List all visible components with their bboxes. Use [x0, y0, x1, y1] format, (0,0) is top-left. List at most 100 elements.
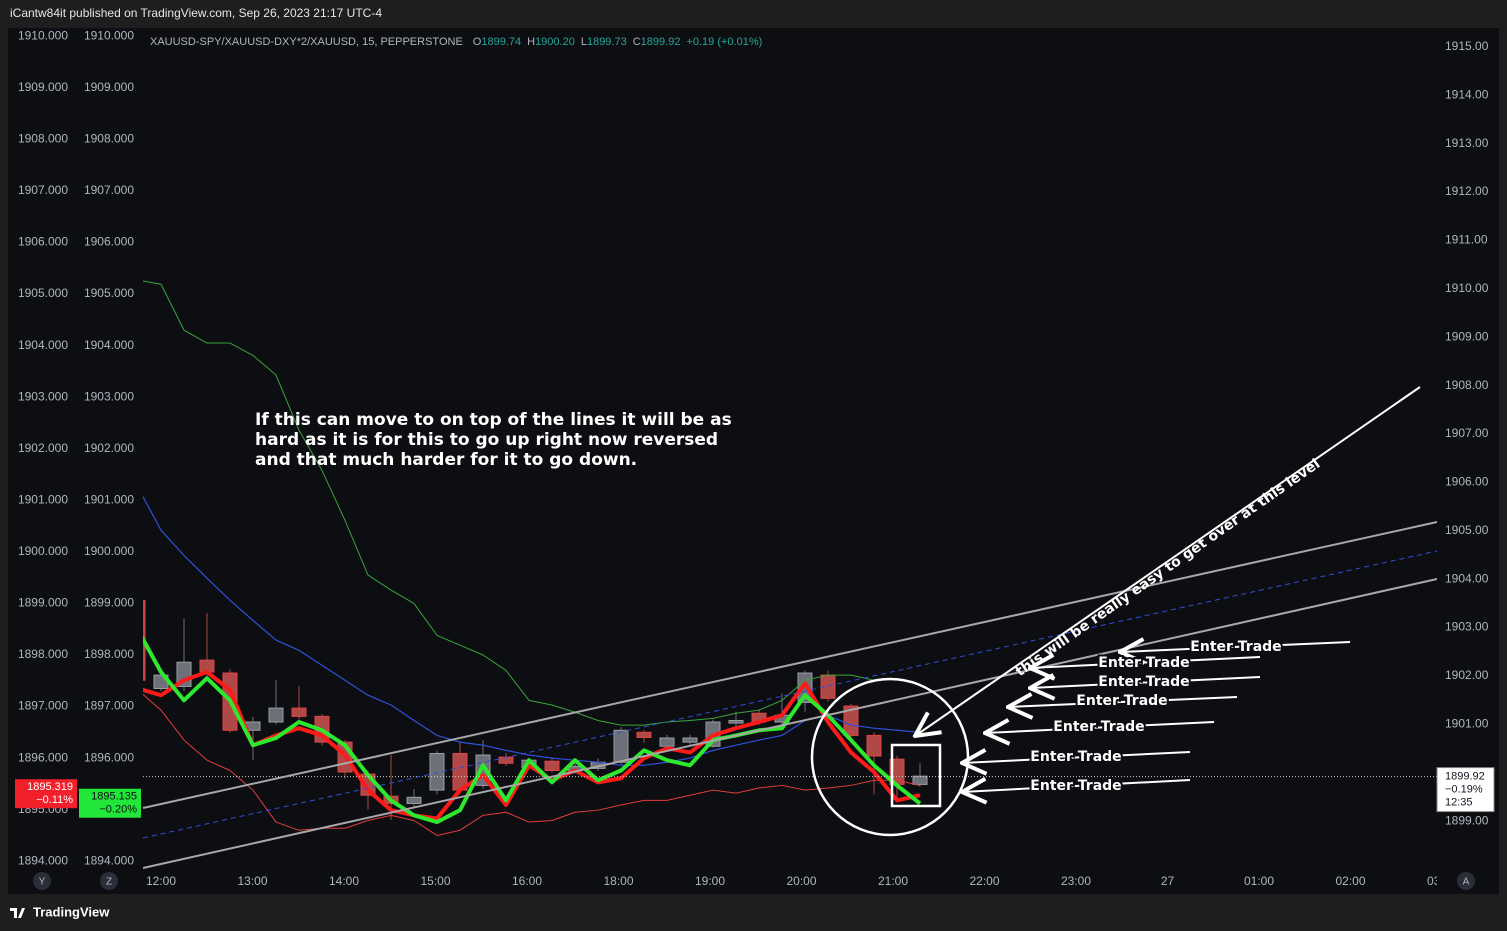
y-tick-label: 1897.000	[18, 699, 68, 713]
x-tick-label: 16:00	[512, 874, 542, 888]
scale-button-label[interactable]: A	[1463, 877, 1470, 888]
symbol-part: L	[581, 36, 587, 48]
x-tick-label: 12:00	[146, 874, 176, 888]
enter-label: Enter Trade	[1030, 749, 1121, 765]
x-tick-label: 15:00	[420, 874, 450, 888]
y-tick-label: 1902.000	[18, 441, 68, 455]
y2-tick-label: 1901.00	[1445, 717, 1489, 731]
enter-arrow	[985, 722, 1215, 733]
symbol-part: 1900.20	[535, 36, 575, 48]
y-tick-label: 1902.000	[84, 441, 134, 455]
enter-arrow	[1030, 657, 1261, 668]
plot	[143, 280, 1437, 836]
symbol-part: XAUUSD-SPY/XAUUSD-DXY*2/XAUUSD, 15, PEPP…	[150, 36, 463, 48]
countdown: 12:35	[1445, 797, 1473, 809]
y2-tick-label: 1899.00	[1445, 813, 1489, 827]
symbol-part: 1899.73	[587, 36, 627, 48]
y2-tick-label: 1913.00	[1445, 136, 1489, 150]
candle-body	[406, 796, 422, 804]
y2-tick-label: 1908.00	[1445, 378, 1489, 392]
channel-lower	[142, 578, 1438, 869]
y-tick-label: 1909.000	[18, 80, 68, 94]
enter-label: Enter Trade	[1053, 719, 1144, 735]
left-axis-bg	[8, 28, 143, 894]
y-tick-label: 1907.000	[18, 183, 68, 197]
y-tick-label: 1904.000	[18, 338, 68, 352]
y-tick-label: 1909.000	[84, 80, 134, 94]
y-tick-label: 1894.000	[84, 853, 134, 867]
candle-body	[498, 756, 514, 764]
logo	[10, 908, 25, 918]
y-tick-label: 1894.000	[18, 853, 68, 867]
y-tick-label: 1910.000	[18, 28, 68, 42]
y-tick-label: 1898.000	[18, 647, 68, 661]
y-tick-label: 1908.000	[18, 132, 68, 146]
channel-upper	[142, 521, 1438, 809]
y-tick-label: 1899.000	[18, 596, 68, 610]
candle-body	[659, 737, 675, 747]
y2-tick-label: 1911.00	[1445, 233, 1488, 247]
price-label: 1895.135	[91, 791, 137, 803]
enter-label: Enter Trade	[1098, 674, 1189, 690]
y2-tick-label: 1902.00	[1445, 668, 1489, 682]
candle-body	[291, 707, 307, 717]
x-tick-label: 01:00	[1244, 874, 1274, 888]
symbol-part: C	[633, 36, 641, 48]
y2-tick-label: 1904.00	[1445, 571, 1489, 585]
x-tick-label: 18:00	[603, 874, 633, 888]
enter-arrow	[1030, 677, 1261, 688]
candle-body	[728, 719, 744, 724]
y2-tick-label: 1909.00	[1445, 329, 1489, 343]
candle-body	[797, 672, 813, 703]
scale-button[interactable]	[100, 872, 118, 890]
x-tick-label: 27	[1161, 874, 1175, 888]
enter-label: Enter Trade	[1076, 693, 1167, 709]
y-tick-label: 1904.000	[84, 338, 134, 352]
y2-tick-label: 1903.00	[1445, 620, 1489, 634]
y2-tick-label: 1910.00	[1445, 281, 1489, 295]
price-label-box	[79, 788, 141, 818]
scale-button[interactable]	[33, 872, 51, 890]
price-change: −0.11%	[36, 794, 73, 806]
y2-tick-label: 1907.00	[1445, 426, 1489, 440]
y-tick-label: 1898.000	[84, 647, 134, 661]
symbol-part: 1899.74	[481, 36, 521, 48]
note-line: hard as it is for this to go up right no…	[255, 430, 718, 450]
y2-tick-label: 1906.00	[1445, 475, 1489, 489]
y-tick-label: 1905.000	[84, 286, 134, 300]
chart-bg	[8, 28, 1499, 894]
y-tick-label: 1901.000	[84, 492, 134, 506]
right-axis-bg	[1437, 28, 1499, 894]
x-tick-label: 22:00	[969, 874, 999, 888]
y2-tick-label: 1915.00	[1445, 39, 1489, 53]
scale-button-label[interactable]: Y	[39, 877, 46, 888]
box	[890, 743, 942, 808]
candle-body	[866, 734, 882, 757]
y-tick-label: 1897.000	[84, 699, 134, 713]
y-tick-label: 1903.000	[84, 389, 134, 403]
candle-body	[636, 731, 652, 738]
indicator-line	[143, 693, 921, 836]
price-change: −0.19%	[1445, 784, 1483, 796]
y-tick-label: 1906.000	[84, 235, 134, 249]
y2-tick-label: 1905.00	[1445, 523, 1489, 537]
x-tick-label: 19:00	[695, 874, 725, 888]
y-tick-label: 1896.000	[18, 750, 68, 764]
indicator-line	[143, 635, 922, 825]
candle-body	[544, 760, 560, 771]
symbol-part: O	[473, 36, 482, 48]
publisher: iCantw84it published on TradingView.com,…	[10, 6, 382, 20]
y-tick-label: 1900.000	[84, 544, 134, 558]
symbol-part: H	[527, 36, 535, 48]
symbol-line: XAUUSD-SPY/XAUUSD-DXY*2/XAUUSD, 15, PEPP…	[150, 36, 762, 48]
y-tick-label: 1896.000	[84, 750, 134, 764]
brand: TradingView	[33, 904, 110, 919]
drawings	[142, 386, 1438, 869]
price-label-box	[1436, 767, 1495, 813]
candle-body	[682, 737, 698, 743]
y2-tick-label: 1914.00	[1445, 87, 1489, 101]
x-tick-label: 20:00	[786, 874, 816, 888]
scale-button-label[interactable]: Z	[106, 877, 112, 888]
scale-button[interactable]	[1457, 872, 1475, 890]
